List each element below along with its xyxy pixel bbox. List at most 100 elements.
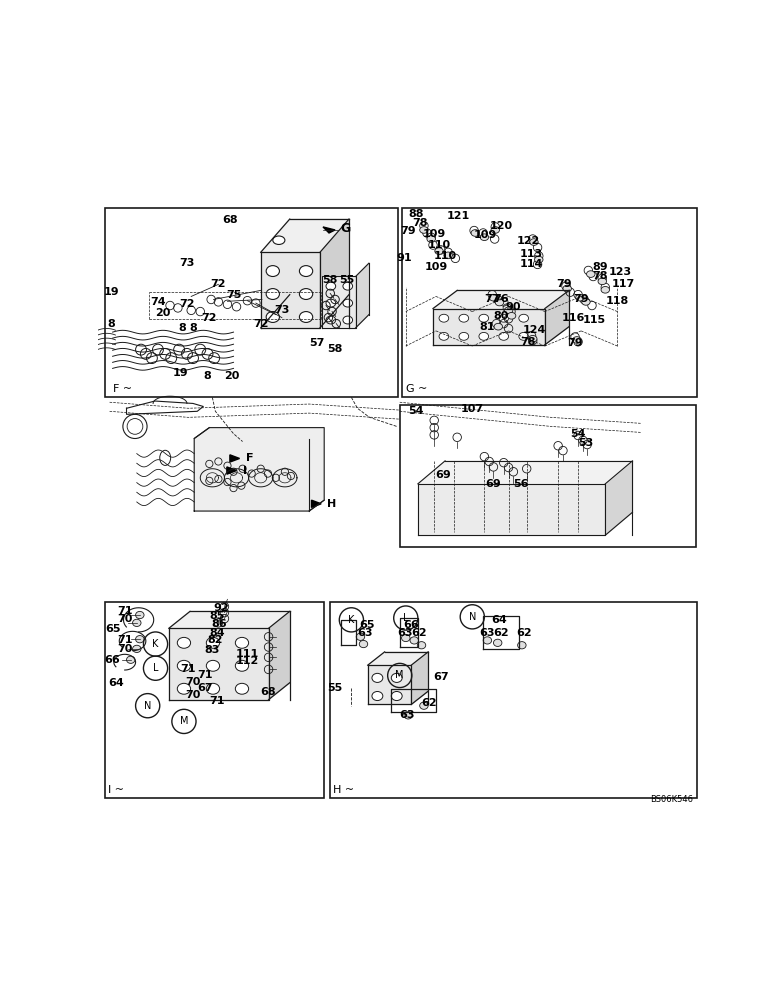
Polygon shape: [544, 290, 569, 345]
Text: F: F: [246, 453, 253, 463]
Ellipse shape: [392, 691, 402, 701]
Text: 72: 72: [211, 279, 226, 289]
Ellipse shape: [360, 640, 367, 648]
Text: I: I: [243, 466, 246, 476]
Ellipse shape: [326, 282, 335, 290]
Ellipse shape: [601, 286, 609, 293]
Ellipse shape: [459, 332, 469, 340]
Polygon shape: [323, 227, 335, 233]
Text: 121: 121: [447, 211, 470, 221]
Ellipse shape: [439, 332, 448, 340]
Text: 71: 71: [180, 664, 196, 674]
Text: 63: 63: [480, 628, 495, 638]
Ellipse shape: [420, 702, 428, 709]
Text: K: K: [152, 639, 158, 649]
Text: 79: 79: [400, 226, 416, 236]
Ellipse shape: [529, 335, 537, 342]
Text: 63: 63: [397, 628, 413, 638]
Ellipse shape: [573, 337, 581, 343]
Ellipse shape: [563, 285, 572, 292]
Ellipse shape: [519, 314, 529, 322]
Ellipse shape: [417, 642, 426, 649]
Text: G: G: [340, 222, 350, 235]
Text: 110: 110: [427, 240, 451, 250]
Ellipse shape: [136, 636, 144, 643]
Text: 19: 19: [104, 287, 119, 297]
Text: 66: 66: [105, 655, 120, 665]
Ellipse shape: [519, 332, 529, 340]
Text: 83: 83: [204, 645, 220, 655]
Text: 118: 118: [606, 296, 629, 306]
Text: 123: 123: [609, 267, 632, 277]
Text: 20: 20: [155, 308, 171, 318]
Text: 124: 124: [523, 325, 546, 335]
Text: 76: 76: [494, 294, 509, 304]
Text: 89: 89: [593, 262, 608, 272]
Ellipse shape: [177, 637, 190, 648]
Text: H ~: H ~: [333, 785, 354, 795]
Text: 53: 53: [578, 438, 594, 448]
Text: 73: 73: [275, 305, 289, 315]
Text: L: L: [403, 613, 409, 623]
Ellipse shape: [494, 323, 502, 330]
Ellipse shape: [266, 312, 279, 322]
Text: 20: 20: [224, 371, 239, 381]
Text: 57: 57: [309, 338, 324, 348]
Text: M: M: [395, 670, 404, 680]
Text: 78: 78: [520, 337, 536, 347]
Polygon shape: [261, 219, 349, 252]
Ellipse shape: [483, 637, 491, 644]
Ellipse shape: [479, 332, 488, 340]
Polygon shape: [261, 252, 320, 328]
Ellipse shape: [343, 299, 353, 307]
Text: 74: 74: [150, 297, 166, 307]
Text: 112: 112: [236, 656, 259, 666]
Text: 70: 70: [186, 690, 200, 700]
Text: 65: 65: [105, 624, 120, 634]
Text: 62: 62: [411, 628, 427, 638]
Ellipse shape: [206, 660, 220, 671]
Ellipse shape: [300, 289, 313, 299]
Text: 58: 58: [323, 275, 338, 285]
Text: 62: 62: [494, 628, 509, 638]
Text: 75: 75: [226, 290, 241, 300]
Ellipse shape: [444, 252, 452, 259]
Polygon shape: [605, 461, 633, 535]
Ellipse shape: [236, 637, 249, 648]
Text: 109: 109: [474, 230, 497, 240]
Ellipse shape: [410, 637, 419, 644]
Ellipse shape: [343, 282, 353, 290]
Ellipse shape: [177, 660, 190, 671]
Ellipse shape: [300, 266, 313, 276]
Text: H: H: [328, 499, 336, 509]
Text: 62: 62: [516, 628, 531, 638]
Ellipse shape: [404, 712, 413, 719]
Text: 82: 82: [207, 635, 222, 645]
Ellipse shape: [300, 312, 313, 322]
Text: 72: 72: [179, 299, 195, 309]
Text: 117: 117: [612, 279, 635, 289]
Polygon shape: [230, 455, 239, 462]
Polygon shape: [356, 263, 369, 328]
Ellipse shape: [392, 673, 402, 682]
Ellipse shape: [582, 299, 590, 305]
Ellipse shape: [236, 683, 249, 694]
Bar: [399, 405, 696, 547]
Text: 68: 68: [222, 215, 239, 225]
Text: 58: 58: [328, 344, 342, 354]
Polygon shape: [194, 428, 324, 511]
Text: 107: 107: [461, 404, 484, 414]
Ellipse shape: [133, 619, 141, 627]
Ellipse shape: [356, 633, 365, 640]
Ellipse shape: [499, 332, 509, 340]
Text: 86: 86: [212, 619, 228, 629]
Ellipse shape: [343, 316, 353, 324]
Ellipse shape: [206, 683, 220, 694]
Ellipse shape: [427, 236, 435, 242]
Ellipse shape: [326, 316, 335, 324]
Text: 79: 79: [567, 338, 583, 348]
Polygon shape: [411, 652, 428, 704]
Text: 69: 69: [435, 470, 451, 480]
Text: 71: 71: [118, 606, 133, 616]
Ellipse shape: [479, 314, 488, 322]
